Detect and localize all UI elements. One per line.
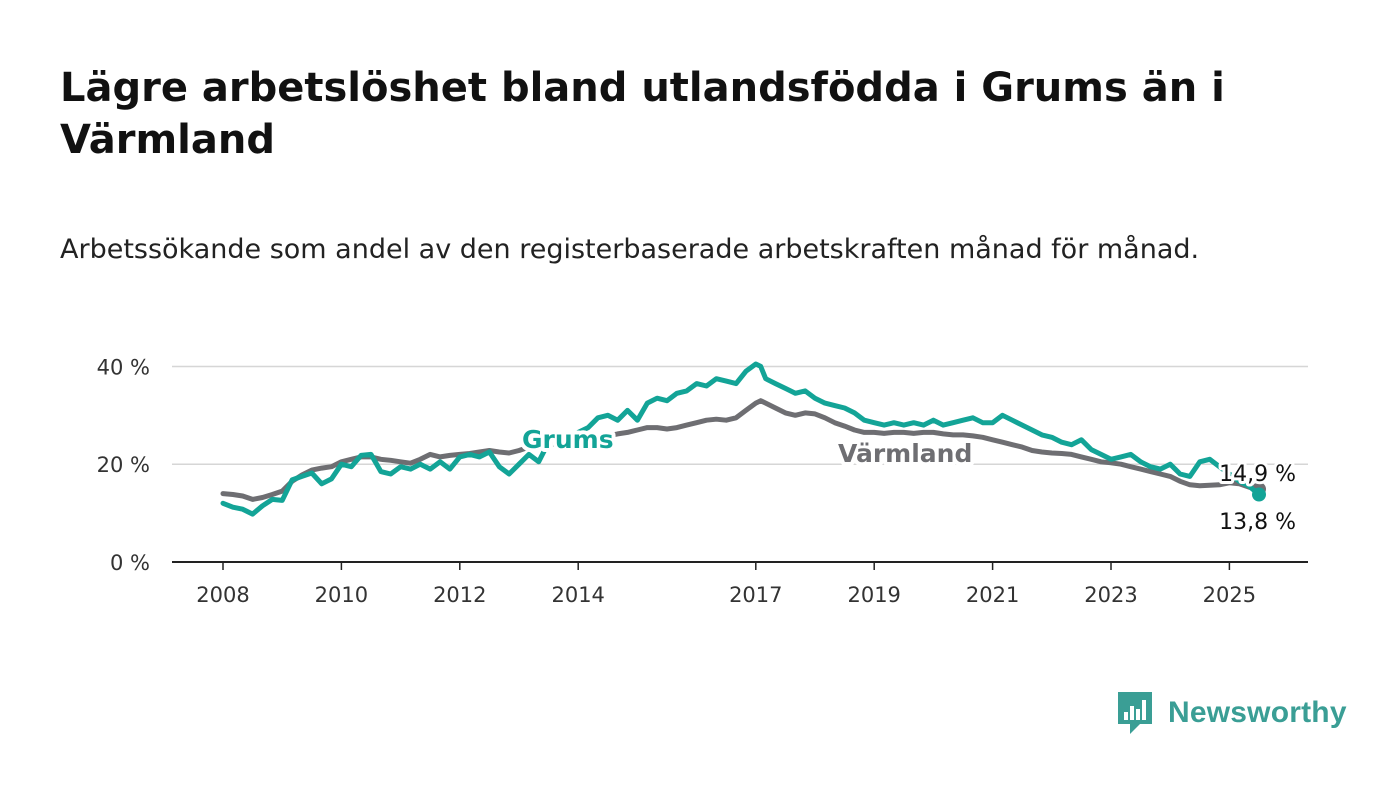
brand-name: Newsworthy xyxy=(1168,696,1347,729)
x-tick-label: 2021 xyxy=(966,583,1019,607)
newsworthy-brand[interactable]: Newsworthy xyxy=(1116,690,1347,736)
x-tick-label: 2019 xyxy=(847,583,900,607)
y-tick-label: 40 % xyxy=(97,355,150,379)
end-label-grums: 13,8 % xyxy=(1219,510,1296,535)
x-tick-label: 2025 xyxy=(1203,583,1256,607)
y-tick-label: 0 % xyxy=(110,551,150,575)
chart-subtitle: Arbetssökande som andel av den registerb… xyxy=(60,234,1200,265)
end-label-varmland: 14,9 % xyxy=(1219,462,1296,487)
series-labels: Grums Värmland 14,9 % 13,8 % xyxy=(518,421,1299,538)
x-tick-label: 2023 xyxy=(1084,583,1137,607)
x-tick-label: 2017 xyxy=(729,583,782,607)
x-tick-label: 2014 xyxy=(551,583,604,607)
series-line-grums xyxy=(220,361,1262,517)
x-axis: 2008 2010 2012 2014 2017 2019 2021 2023 2025 xyxy=(172,561,1308,607)
chart-title: Lägre arbetslöshet bland utlandsfödda i … xyxy=(60,65,1225,163)
end-point-grums xyxy=(1252,487,1266,502)
series-line-varmland xyxy=(220,398,1262,502)
series-lines xyxy=(220,361,1266,517)
x-tick-label: 2010 xyxy=(315,583,368,607)
x-tick-label: 2008 xyxy=(196,583,249,607)
y-tick-label: 20 % xyxy=(97,453,150,477)
x-tick-label: 2012 xyxy=(433,583,486,607)
series-label-grums: Grums xyxy=(522,425,614,454)
newsworthy-logo-icon xyxy=(1118,692,1152,734)
y-axis: 0 % 20 % 40 % xyxy=(97,355,150,575)
series-label-varmland: Värmland xyxy=(838,439,972,468)
